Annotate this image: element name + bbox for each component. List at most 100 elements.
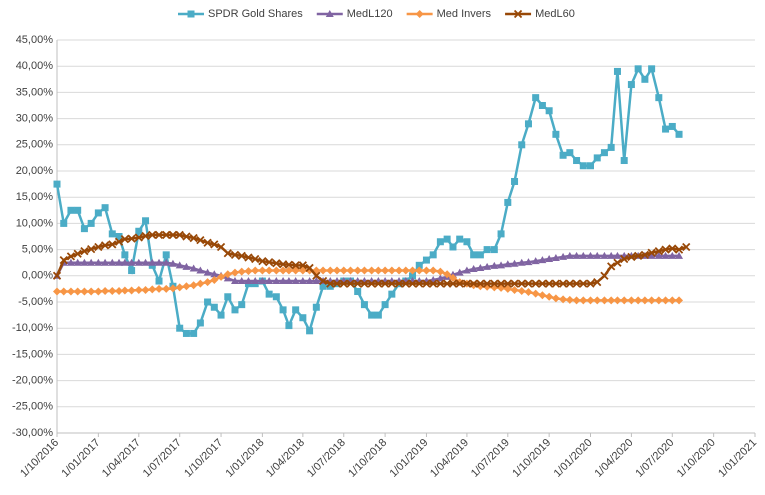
point xyxy=(572,251,581,259)
legend-marker xyxy=(513,9,523,19)
point xyxy=(230,277,239,285)
point xyxy=(80,287,89,296)
point xyxy=(661,251,670,259)
point xyxy=(196,266,205,274)
point xyxy=(189,281,198,290)
point xyxy=(443,270,452,279)
legend-label: MedL120 xyxy=(347,8,393,20)
point xyxy=(551,279,561,288)
series xyxy=(52,230,691,288)
point xyxy=(559,295,568,304)
point xyxy=(668,122,676,130)
point xyxy=(258,256,267,266)
point xyxy=(654,296,663,305)
point xyxy=(108,286,117,295)
point xyxy=(587,162,595,170)
point xyxy=(279,266,288,275)
point xyxy=(272,259,281,268)
point xyxy=(640,296,649,305)
x-tick-label: 1/01/2018 xyxy=(223,437,266,480)
point xyxy=(312,271,321,280)
point xyxy=(661,296,670,305)
legend: SPDR Gold Shares MedL120 Med Invers MedL60 xyxy=(178,8,575,20)
point xyxy=(326,282,334,290)
point xyxy=(531,279,540,288)
point xyxy=(312,303,320,311)
point xyxy=(531,257,540,265)
point xyxy=(326,279,335,288)
point xyxy=(80,247,89,256)
point xyxy=(115,286,124,295)
point xyxy=(476,279,485,288)
point xyxy=(176,324,184,332)
point xyxy=(463,238,471,246)
point xyxy=(128,267,136,275)
point xyxy=(586,296,595,305)
point xyxy=(483,246,491,254)
point xyxy=(449,243,457,251)
x-tick-label: 1/07/2020 xyxy=(633,437,676,480)
point xyxy=(196,319,204,327)
point xyxy=(470,251,478,259)
point xyxy=(237,267,246,276)
point xyxy=(121,251,129,259)
point xyxy=(655,94,663,102)
point xyxy=(279,306,287,314)
point xyxy=(127,258,136,266)
point xyxy=(408,266,417,275)
point xyxy=(545,279,554,288)
point xyxy=(272,266,281,275)
point xyxy=(462,279,472,288)
point xyxy=(374,311,382,319)
point xyxy=(455,268,464,276)
point xyxy=(674,245,684,254)
point xyxy=(647,296,656,305)
point xyxy=(279,277,288,285)
point xyxy=(381,266,390,275)
point xyxy=(367,266,376,275)
point xyxy=(387,266,396,275)
point xyxy=(388,290,396,298)
point xyxy=(607,262,616,271)
point xyxy=(647,248,656,257)
point xyxy=(627,252,636,262)
point xyxy=(73,258,82,266)
point xyxy=(401,279,410,288)
point xyxy=(620,157,628,165)
y-tick-label: 35,00% xyxy=(16,86,54,98)
x-tick-label: 1/10/2017 xyxy=(182,437,225,480)
point xyxy=(374,266,383,275)
point xyxy=(579,251,588,259)
point xyxy=(346,266,355,275)
point xyxy=(551,253,560,261)
point xyxy=(532,94,540,102)
point xyxy=(134,233,143,242)
point xyxy=(100,241,110,250)
point xyxy=(524,279,533,288)
point xyxy=(572,279,581,288)
x-tick-label: 1/04/2019 xyxy=(428,437,471,480)
point xyxy=(155,277,163,285)
point xyxy=(429,266,438,275)
point xyxy=(517,279,526,288)
point xyxy=(586,279,595,288)
point xyxy=(641,75,649,83)
point xyxy=(422,266,431,275)
point xyxy=(443,235,451,243)
point xyxy=(155,284,164,293)
point xyxy=(210,270,219,278)
point xyxy=(244,253,253,262)
point xyxy=(675,251,684,259)
x-tick-label: 1/01/2021 xyxy=(716,437,759,480)
point xyxy=(607,251,616,259)
point xyxy=(120,258,129,266)
point xyxy=(346,279,355,288)
point xyxy=(593,277,602,287)
point xyxy=(66,258,75,266)
point xyxy=(134,258,143,266)
y-tick-label: -10,00% xyxy=(12,322,53,334)
point xyxy=(312,277,321,285)
point xyxy=(196,279,205,288)
point xyxy=(436,279,445,288)
point xyxy=(284,277,293,285)
